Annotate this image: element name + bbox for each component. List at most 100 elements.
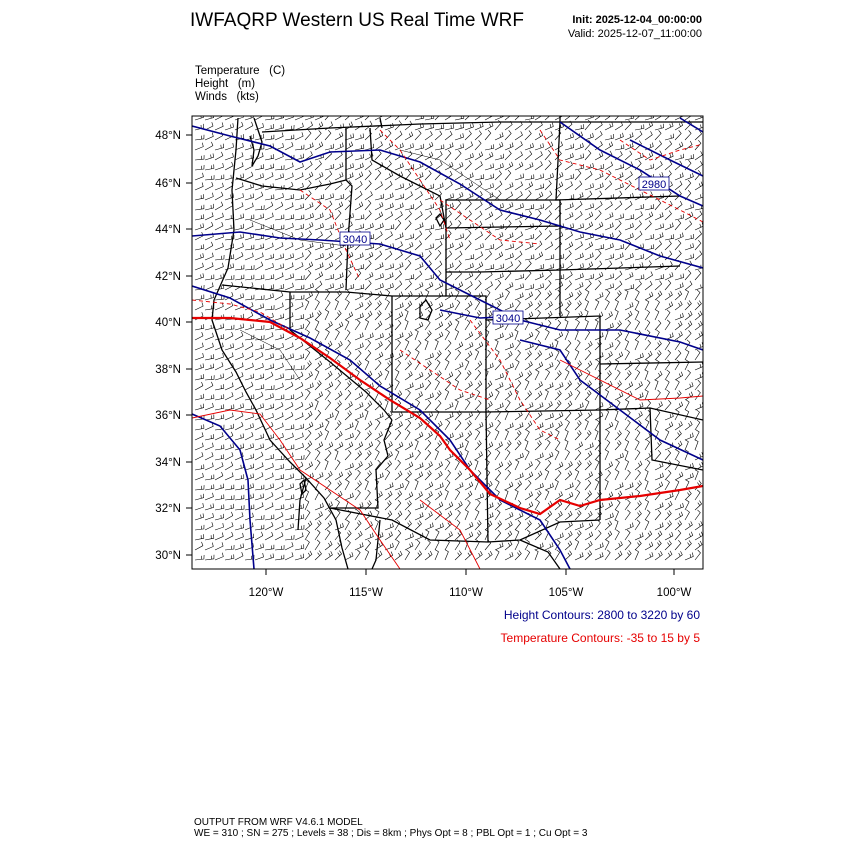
wind-barb bbox=[284, 473, 294, 481]
wind-barb bbox=[554, 301, 564, 311]
wind-barb bbox=[364, 479, 369, 491]
wind-barb bbox=[424, 170, 432, 181]
wind-barb bbox=[304, 212, 314, 221]
wind-barb bbox=[474, 231, 483, 241]
wind-barb bbox=[374, 459, 381, 471]
wind-barb bbox=[394, 262, 404, 271]
wind-barb bbox=[514, 273, 525, 281]
wind-barb bbox=[494, 120, 502, 131]
wind-barb bbox=[254, 252, 264, 261]
wind-barb bbox=[524, 520, 532, 531]
wind-barb bbox=[534, 470, 543, 481]
wind-barb bbox=[414, 200, 423, 211]
lat-label: 36°N bbox=[155, 410, 181, 422]
wind-barb bbox=[354, 223, 365, 231]
wind-barb bbox=[304, 509, 311, 521]
wind-barb bbox=[484, 529, 489, 541]
wind-barb bbox=[434, 390, 442, 401]
wind-barb bbox=[244, 193, 254, 201]
wind-barb bbox=[564, 152, 574, 161]
wind-barb bbox=[544, 172, 554, 181]
wind-barb bbox=[554, 281, 564, 291]
wind-barb bbox=[394, 411, 403, 421]
wind-barb bbox=[334, 151, 343, 161]
wind-barb bbox=[304, 382, 314, 391]
wind-barb bbox=[284, 432, 294, 441]
wind-barb bbox=[694, 549, 701, 561]
wind-barb bbox=[474, 261, 484, 271]
wind-barb bbox=[624, 540, 632, 551]
wind-barb bbox=[664, 369, 671, 381]
wind-barb bbox=[374, 519, 379, 531]
wind-barb bbox=[304, 171, 314, 181]
wind-barb bbox=[664, 261, 673, 271]
wind-barb bbox=[324, 193, 334, 201]
wind-barb bbox=[194, 374, 205, 381]
wind-barb bbox=[584, 340, 593, 351]
wind-barb bbox=[434, 350, 442, 361]
wind-barb bbox=[684, 449, 689, 461]
wind-barb bbox=[514, 220, 523, 231]
wind-barb bbox=[694, 362, 703, 371]
wind-barb bbox=[324, 309, 330, 321]
wind-barb bbox=[264, 332, 274, 341]
wind-barb bbox=[574, 170, 582, 181]
wind-barb bbox=[504, 530, 513, 541]
wind-barb bbox=[354, 419, 359, 431]
wind-barb bbox=[564, 132, 574, 141]
wind-barb bbox=[684, 479, 690, 491]
wind-barb bbox=[514, 371, 524, 381]
wind-barb bbox=[634, 460, 643, 471]
wind-barb bbox=[324, 143, 335, 151]
wind-barb bbox=[274, 482, 284, 491]
wind-barb bbox=[494, 409, 501, 421]
wind-barb bbox=[684, 420, 693, 431]
wind-barb bbox=[594, 163, 605, 171]
wind-barb bbox=[404, 181, 414, 191]
wind-barb bbox=[464, 381, 473, 391]
wind-barb bbox=[294, 252, 304, 261]
wind-barb bbox=[374, 193, 385, 201]
wind-barb bbox=[254, 514, 265, 521]
wind-barb bbox=[414, 512, 424, 521]
wind-barb bbox=[664, 479, 670, 491]
wind-barb bbox=[674, 479, 680, 491]
wind-barb bbox=[404, 371, 413, 381]
wind-barb bbox=[404, 491, 414, 501]
wind-barb bbox=[644, 309, 650, 321]
wind-barb bbox=[194, 116, 204, 121]
wind-barb bbox=[224, 343, 234, 351]
wind-barb bbox=[604, 479, 609, 491]
wind-barb bbox=[494, 389, 500, 401]
wind-barb bbox=[554, 253, 565, 261]
wind-barb bbox=[334, 471, 344, 481]
wind-barb bbox=[294, 144, 305, 151]
wind-barb bbox=[214, 513, 225, 521]
wind-barb bbox=[204, 323, 215, 331]
wind-barb bbox=[464, 420, 472, 431]
latitude-axis: 48°N46°N44°N42°N40°N38°N36°N34°N32°N30°N bbox=[155, 130, 192, 562]
wind-barb bbox=[494, 332, 504, 341]
wind-barb bbox=[514, 519, 522, 531]
wind-barb bbox=[234, 452, 244, 461]
wind-barb bbox=[394, 510, 403, 521]
wind-barb bbox=[344, 492, 354, 501]
wind-barb bbox=[294, 262, 304, 271]
wind-barb bbox=[394, 251, 403, 261]
wind-barb bbox=[634, 532, 644, 541]
wind-barb bbox=[584, 399, 590, 411]
wind-barb bbox=[624, 284, 635, 291]
wind-barb bbox=[664, 122, 674, 131]
wind-barb bbox=[684, 369, 691, 381]
wind-barb bbox=[354, 461, 363, 471]
wind-barb bbox=[444, 340, 452, 351]
wind-barb bbox=[304, 312, 314, 321]
wind-barb bbox=[254, 213, 265, 221]
wind-barb bbox=[524, 501, 534, 511]
wind-barb bbox=[394, 280, 403, 291]
longitude-axis: 120°W 115°W 110°W 105°W 100°W bbox=[249, 569, 691, 599]
wind-barb bbox=[384, 211, 393, 221]
wind-barb bbox=[324, 170, 333, 181]
wind-barb bbox=[204, 212, 214, 221]
lon-label: 105°W bbox=[549, 587, 584, 599]
